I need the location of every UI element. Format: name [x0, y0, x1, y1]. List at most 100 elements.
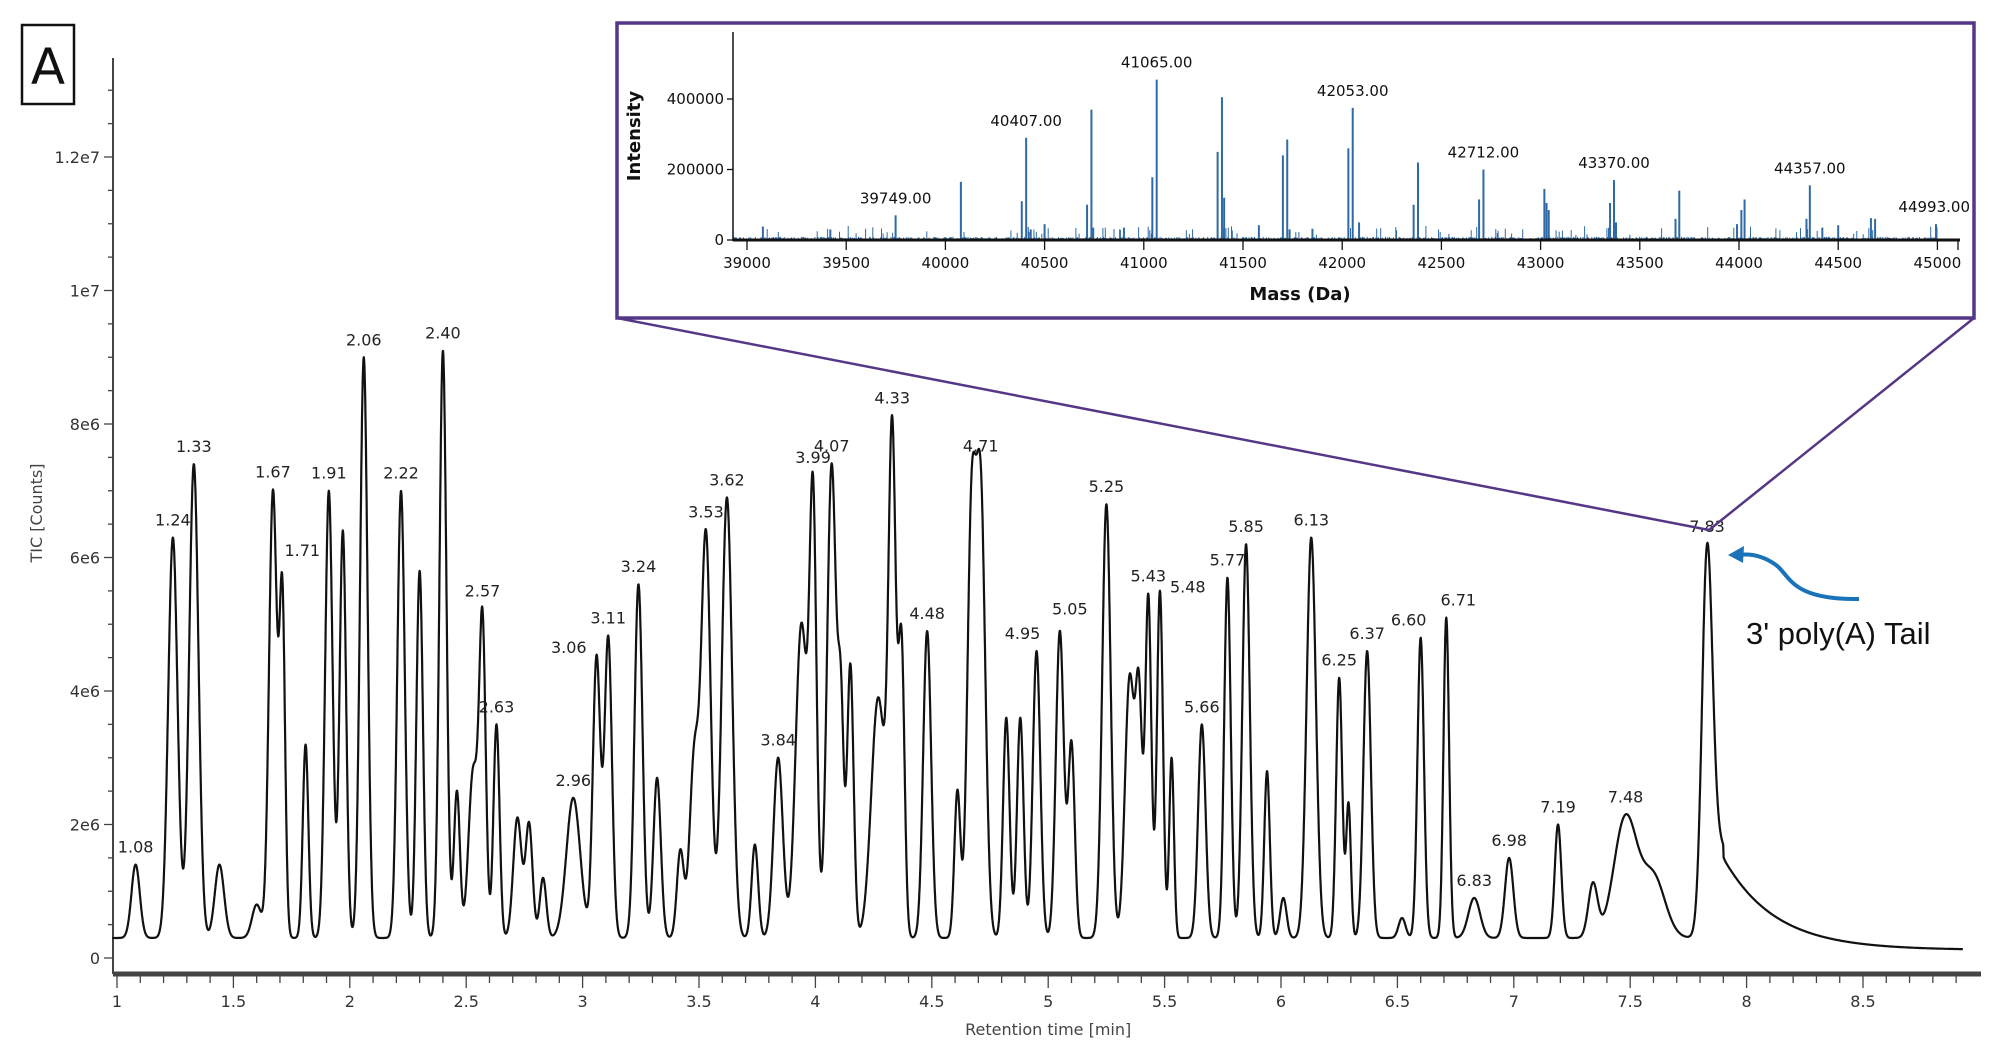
annotation-text: 3' poly(A) Tail [1746, 616, 1931, 651]
x-tick-label: 1 [112, 992, 122, 1011]
peak-label: 5.43 [1130, 566, 1166, 585]
peak-label: 1.33 [176, 437, 212, 456]
peak-label: 6.37 [1349, 624, 1385, 643]
peak-label: 3.62 [709, 470, 745, 489]
x-tick-label: 4 [810, 992, 820, 1011]
peak-label: 3.53 [688, 502, 724, 521]
x-tick-label: 6.5 [1385, 992, 1410, 1011]
peak-label: 7.83 [1689, 517, 1725, 536]
peak-label: 3.99 [795, 448, 831, 467]
peak-label: 3.11 [590, 608, 626, 627]
spectrum-peak-label: 40407.00 [990, 112, 1062, 130]
peak-label: 2.57 [465, 581, 501, 600]
inset-x-tick-label: 41000 [1120, 254, 1168, 272]
inset-y-axis-title: Intensity [624, 91, 645, 182]
spectrum-peak-label: 41065.00 [1121, 54, 1193, 72]
x-tick-label: 4.5 [919, 992, 944, 1011]
peak-label: 2.22 [383, 464, 419, 483]
inset-x-tick-label: 39500 [822, 254, 870, 272]
x-tick-label: 6 [1276, 992, 1286, 1011]
peak-label: 7.48 [1608, 787, 1644, 806]
y-tick-label: 2e6 [70, 816, 100, 835]
peak-label: 4.07 [814, 436, 850, 455]
peak-label: 4.71 [963, 437, 999, 456]
spectrum-peak-label: 43370.00 [1578, 154, 1650, 172]
peak-label: 6.60 [1391, 611, 1427, 630]
peak-label: 6.13 [1293, 510, 1329, 529]
inset-y-tick-label: 0 [714, 231, 724, 249]
peak-label: 1.08 [118, 838, 154, 857]
y-tick-label: 0 [90, 949, 100, 968]
peak-label: 5.85 [1228, 517, 1264, 536]
peak-label: 1.71 [284, 541, 320, 560]
tic-trace [111, 349, 1964, 951]
inset-y-tick-label: 400000 [667, 90, 724, 108]
inset-y-tick-label: 200000 [667, 161, 724, 179]
spectrum-peak-label: 42712.00 [1448, 144, 1520, 162]
inset-x-tick-label: 42000 [1318, 254, 1366, 272]
spectrum-peak-label: 42053.00 [1317, 82, 1389, 100]
peak-label: 2.06 [346, 330, 382, 349]
peak-label: 5.48 [1170, 578, 1206, 597]
inset-x-tick-label: 43500 [1616, 254, 1664, 272]
peak-label: 5.77 [1210, 551, 1246, 570]
peak-label: 2.63 [479, 697, 515, 716]
chromatogram-plot: 0 2e6 4e6 6e6 8e6 1e7 1.2e7 1 1.5 2 2.5 3 3.5 4 4.5 5 5.… [27, 58, 1981, 1039]
inset-x-tick-label: 42500 [1418, 254, 1466, 272]
peak-label: 6.71 [1440, 591, 1476, 610]
x-tick-label: 8.5 [1850, 992, 1875, 1011]
peak-label: 4.48 [909, 604, 945, 623]
inset-x-tick-label: 45000 [1914, 254, 1962, 272]
peak-label: 6.25 [1321, 651, 1357, 670]
inset-x-tick-label: 40000 [922, 254, 970, 272]
x-tick-label: 5.5 [1152, 992, 1177, 1011]
x-tick-label: 3.5 [686, 992, 711, 1011]
y-tick-label: 1e7 [70, 282, 100, 301]
inset-x-tick-label: 40500 [1021, 254, 1069, 272]
inset-x-tick-label: 44500 [1814, 254, 1862, 272]
inset-x-tick-label: 41500 [1219, 254, 1267, 272]
inset-x-axis-title: Mass (Da) [1249, 284, 1350, 305]
x-tick-label: 8 [1742, 992, 1752, 1011]
peak-label: 5.25 [1089, 477, 1125, 496]
y-tick-label: 6e6 [70, 549, 100, 568]
curved-arrow-icon [1737, 552, 1860, 602]
peak-label: 5.05 [1052, 600, 1088, 619]
x-tick-label: 1.5 [221, 992, 246, 1011]
x-tick-label: 5 [1043, 992, 1053, 1011]
x-tick-label: 2 [345, 992, 355, 1011]
x-tick-label: 7 [1509, 992, 1519, 1011]
inset-connector-right [1708, 317, 1975, 531]
inset-x-tick-label: 44000 [1715, 254, 1763, 272]
peak-label: 6.83 [1456, 871, 1492, 890]
peak-label: 2.40 [425, 324, 461, 343]
y-tick-label: 1.2e7 [55, 148, 100, 167]
inset-frame [615, 21, 1976, 320]
y-tick-label: 4e6 [70, 682, 100, 701]
x-tick-label: 2.5 [453, 992, 478, 1011]
mass-spectrum-inset: 39749.00 40407.00 41065.00 42053.00 42712.00… [615, 21, 1976, 320]
peak-label: 5.66 [1184, 697, 1220, 716]
arrowhead-icon [1728, 546, 1744, 563]
x-tick-label: 7.5 [1617, 992, 1642, 1011]
peak-label: 1.91 [311, 464, 347, 483]
inset-x-tick-label: 43000 [1517, 254, 1565, 272]
spectrum-peak-label: 39749.00 [860, 189, 932, 207]
y-axis-title: TIC [Counts] [27, 463, 46, 563]
x-tick-label: 3 [578, 992, 588, 1011]
peak-label: 4.33 [874, 389, 910, 408]
peak-label: 7.19 [1540, 798, 1576, 817]
inset-connector-left [616, 316, 1710, 532]
peak-label: 3.84 [760, 731, 796, 750]
peak-label: 6.98 [1491, 831, 1527, 850]
x-axis-title: Retention time [min] [965, 1020, 1131, 1039]
peak-label: 3.06 [551, 638, 587, 657]
poly-a-annotation: 3' poly(A) Tail [1728, 546, 1931, 651]
spectrum-peak-label: 44993.00 [1898, 198, 1970, 216]
peak-label: 3.24 [621, 557, 657, 576]
panel-label-text: A [31, 38, 65, 96]
spectrum-peak-label: 44357.00 [1774, 159, 1846, 177]
panel-label: A [20, 23, 76, 106]
peak-label: 2.96 [555, 771, 591, 790]
